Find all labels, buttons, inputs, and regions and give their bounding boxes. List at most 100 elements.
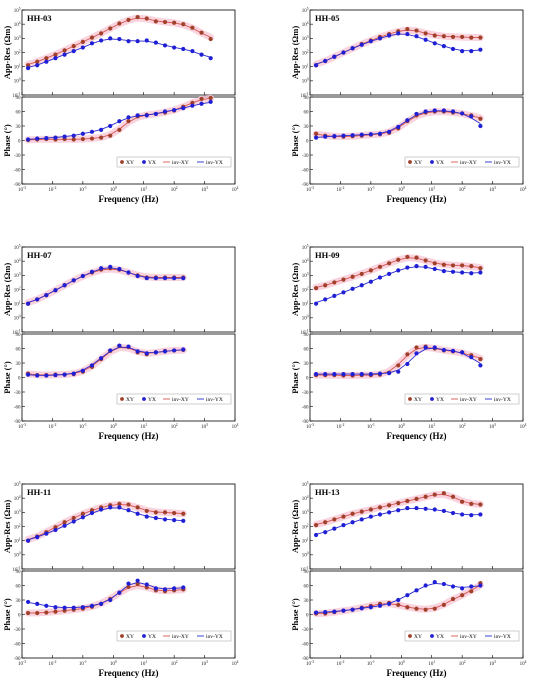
res-y-tick-label: 102: [14, 286, 21, 293]
phase-y-tick-label: 90: [16, 96, 22, 101]
res-y-tick-label: 101: [14, 63, 21, 70]
yx-phase-point: [126, 581, 131, 586]
yx-res-point: [126, 270, 131, 275]
yx-res-point: [44, 531, 49, 536]
yx-phase-point: [190, 103, 195, 108]
yx-phase-point: [144, 582, 149, 587]
phase-y-tick-label: 60: [16, 584, 22, 589]
x-tick-label: 101: [428, 660, 435, 667]
x-tick-label: 10-1: [79, 186, 87, 193]
xy-res-point: [460, 263, 465, 268]
phase-y-tick-label: 30: [16, 599, 22, 604]
yx-res-point: [432, 41, 437, 46]
phase-y-tick-label: -30: [14, 391, 21, 396]
yx-phase-point: [117, 590, 122, 595]
yx-res-point: [323, 297, 328, 302]
xy-phase-point: [108, 133, 113, 138]
yx-res-point: [44, 293, 49, 298]
phase-y-tick-label: 60: [304, 110, 310, 115]
res-y-tick-label: 101: [14, 300, 21, 307]
site-label: HH-03: [27, 13, 52, 23]
xy-res-point: [181, 511, 186, 516]
phase-y-tick-label: 90: [16, 570, 22, 575]
res-y-label: App-Res (Ωm): [290, 500, 300, 553]
xy-res-point: [53, 52, 58, 57]
x-tick-label: 10-2: [48, 186, 56, 193]
yx-phase-point: [478, 123, 483, 129]
xy-res-point: [341, 277, 346, 282]
panel-hh-05: 10-1 100 101 102 103 104 105 App-Res (Ωm) HH-05 -…: [290, 7, 527, 204]
yx-res-point: [44, 59, 49, 64]
yx-res-point: [313, 63, 319, 68]
legend-marker: [142, 160, 146, 164]
res-y-tick-label: 104: [302, 21, 309, 28]
res-y-tick-label: 102: [14, 49, 21, 56]
yx-phase-point: [117, 343, 122, 348]
xy-res-point: [313, 522, 319, 528]
xy-phase-point: [35, 610, 40, 616]
phase-y-tick-label: 30: [16, 362, 22, 367]
xy-phase-point: [450, 596, 456, 602]
res-y-label: App-Res (Ωm): [290, 263, 300, 316]
yx-res-point: [162, 276, 168, 281]
res-y-label: App-Res (Ωm): [2, 263, 12, 316]
xy-phase-point: [414, 606, 419, 611]
yx-res-point: [181, 276, 186, 281]
yx-res-point: [450, 46, 456, 52]
res-y-tick-label: 10-1: [301, 566, 309, 573]
yx-res-point: [89, 41, 95, 46]
res-y-tick-label: 104: [14, 258, 21, 265]
legend-label: inv-YX: [494, 634, 511, 640]
yx-res-point: [117, 505, 122, 510]
x-axis-label: Frequency (Hz): [386, 194, 446, 204]
yx-res-point: [99, 507, 104, 512]
phase-y-tick-label: -30: [302, 154, 309, 159]
yx-res-point: [35, 535, 40, 540]
x-tick-label: 104: [232, 186, 239, 193]
x-tick-label: 104: [232, 660, 239, 667]
yx-res-point: [405, 505, 410, 511]
yx-res-point: [350, 286, 355, 291]
yx-res-point: [450, 510, 456, 516]
yx-res-point: [450, 269, 456, 274]
xy-phase-point: [135, 581, 140, 587]
yx-res-point: [323, 530, 328, 535]
xy-res-point: [208, 36, 213, 42]
res-y-tick-label: 104: [14, 495, 21, 502]
yx-res-point: [144, 38, 149, 43]
xy-res-point: [432, 33, 437, 38]
yx-res-point: [181, 46, 186, 52]
x-tick-label: 102: [459, 660, 466, 667]
xy-res-point: [478, 266, 483, 271]
yx-phase-point: [71, 371, 76, 376]
yx-res-point: [53, 56, 58, 61]
yx-phase-point: [450, 584, 456, 589]
yx-res-point: [53, 288, 58, 293]
x-tick-label: 104: [520, 186, 527, 193]
yx-phase-point: [44, 135, 49, 141]
yx-phase-point: [99, 601, 104, 606]
phase-y-tick-label: 60: [16, 110, 22, 115]
phase-y-tick-label: -60: [14, 405, 21, 410]
yx-res-point: [126, 39, 131, 44]
yx-res-point: [89, 269, 95, 274]
yx-phase-point: [53, 135, 58, 140]
phase-y-tick-label: 30: [304, 362, 310, 367]
yx-phase-point: [181, 347, 186, 352]
yx-res-point: [153, 40, 158, 45]
res-y-tick-label: 10-1: [13, 329, 21, 336]
yx-phase-point: [359, 372, 364, 377]
xy-res-point: [44, 56, 49, 61]
res-y-tick-label: 101: [302, 537, 309, 544]
res-y-tick-label: 10-1: [301, 329, 309, 336]
yx-phase-point: [350, 372, 355, 377]
x-tick-label: 101: [428, 423, 435, 430]
x-tick-label: 103: [201, 660, 208, 667]
legend-label: XY: [414, 397, 422, 403]
xy-res-point: [359, 509, 364, 514]
xy-res-point: [396, 501, 401, 506]
legend-label: XY: [126, 160, 134, 166]
xy-res-point: [478, 35, 483, 40]
yx-phase-point: [62, 372, 67, 377]
legend-label: inv-YX: [206, 397, 223, 403]
